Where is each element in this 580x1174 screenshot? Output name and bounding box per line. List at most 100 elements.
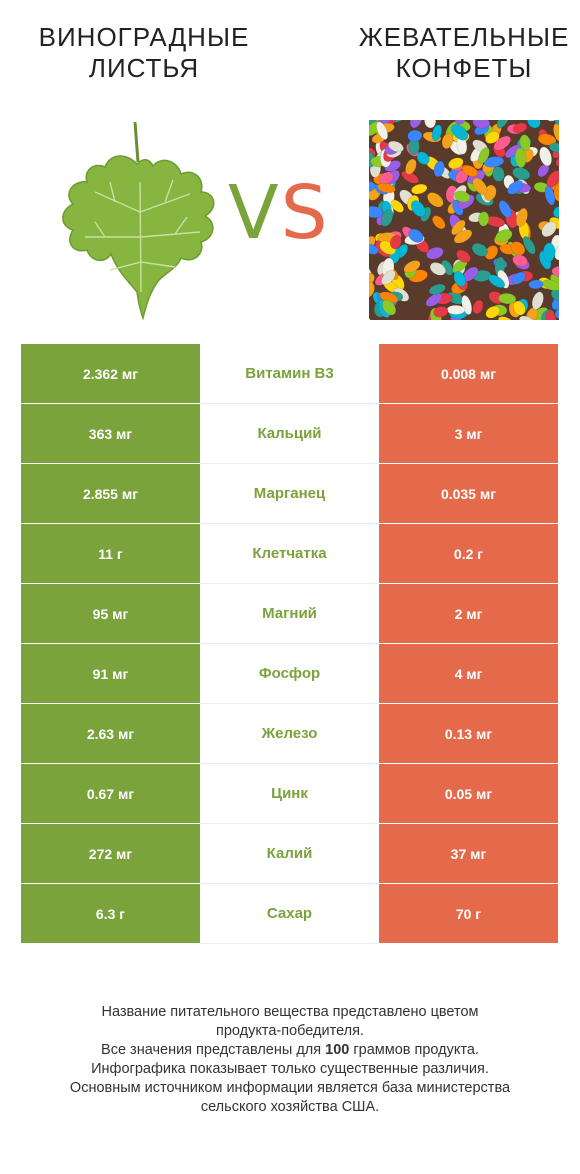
jelly-bean [512,122,528,134]
vs-v: V [228,170,281,256]
jelly-bean [369,243,379,255]
jelly-bean [497,316,515,320]
jelly-bean [456,249,471,263]
footer-line6: сельского хозяйства США. [200,1099,380,1115]
jelly-bean [425,293,443,307]
jelly-bean [542,279,559,291]
jelly-bean [493,135,511,151]
right-value-cell: 2 мг [379,584,558,644]
jelly-bean [495,229,513,243]
table-row: 0.67 мг Цинк 0.05 мг [21,764,558,824]
left-value-cell: 2.362 мг [21,344,200,404]
jelly-bean [512,167,531,181]
jelly-bean [553,182,559,202]
jelly-bean [485,131,500,144]
jelly-bean [478,211,490,227]
jelly-bean [472,120,491,129]
table-row: 2.855 мг Марганец 0.035 мг [21,464,558,524]
jelly-bean [507,180,524,195]
jelly-bean [377,182,396,194]
table-row: 363 мг Кальций 3 мг [21,404,558,464]
left-value-cell: 2.63 мг [21,704,200,764]
footer-line1: Название питательного вещества представл… [101,1004,479,1020]
jelly-bean [498,292,517,305]
jelly-bean [484,245,499,260]
jelly-bean [433,306,449,318]
table-row: 11 г Клетчатка 0.2 г [21,524,558,584]
jelly-bean [511,271,526,285]
jelly-bean [553,122,559,142]
jelly-bean [545,310,557,320]
jelly-bean [380,208,394,227]
jelly-bean [448,157,464,170]
jelly-bean [553,120,559,128]
right-title-line1: Жевательные [358,22,570,52]
right-value-cell: 3 мг [379,404,558,464]
jelly-bean [405,158,417,175]
jelly-bean [411,183,428,195]
jelly-bean [548,142,559,154]
jelly-bean [483,156,505,168]
jelly-bean [369,180,376,193]
nutrient-name-cell: Марганец [200,464,379,524]
left-product-title: Виноградные листья [14,22,274,84]
jelly-bean [461,164,479,178]
jelly-bean [369,281,375,298]
jelly-bean [515,207,528,228]
jelly-bean [433,160,445,178]
footer-line5: Основным источником информации является … [69,1080,511,1096]
nutrient-name-cell: Фосфор [200,644,379,704]
left-value-cell: 91 мг [21,644,200,704]
right-title-line2: конфеты [395,53,533,83]
jelly-bean [541,221,557,238]
jelly-bean [378,171,394,185]
jelly-bean [471,242,488,257]
jelly-bean [381,299,397,316]
right-value-cell: 0.05 мг [379,764,558,824]
nutrient-name-cell: Цинк [200,764,379,824]
right-product-title: Жевательные конфеты [334,22,580,84]
table-row: 91 мг Фосфор 4 мг [21,644,558,704]
jelly-bean [539,146,552,167]
jelly-bean [472,299,484,315]
jelly-bean [408,228,424,243]
jelly-bean [426,246,444,260]
grape-leaf-image [55,121,225,322]
jelly-bean [522,236,536,255]
jelly-bean [550,288,559,301]
jelly-bean [446,304,466,315]
left-value-cell: 2.855 мг [21,464,200,524]
jelly-bean [554,243,559,261]
jelly-bean [407,129,423,142]
right-value-cell: 37 мг [379,824,558,884]
jelly-bean [555,155,559,168]
left-value-cell: 11 г [21,524,200,584]
vs-label: VS [228,168,330,258]
nutrient-name-cell: Железо [200,704,379,764]
jelly-bean [410,200,426,218]
jelly-bean [409,120,423,129]
jelly-bean [416,151,430,165]
jelly-bean [510,241,526,256]
jelly-bean [512,254,528,267]
nutrient-name-cell: Кальций [200,404,379,464]
footer-line3-post: граммов продукта. [349,1042,479,1058]
jelly-bean [453,271,467,287]
jelly-bean [454,120,467,125]
jelly-bean [544,185,556,206]
table-row: 2.362 мг Витамин B3 0.008 мг [21,344,558,404]
table-row: 272 мг Калий 37 мг [21,824,558,884]
left-value-cell: 363 мг [21,404,200,464]
footer-line3-pre: Все значения представлены для [101,1042,326,1058]
jelly-bean [432,215,446,230]
jelly-bean [551,265,559,278]
jelly-bean [451,124,469,141]
footer-line4: Инфографика показывает только существенн… [91,1061,489,1077]
jelly-bean [542,242,556,262]
footer-line2: продукта-победителя. [215,1023,365,1039]
jelly-bean [472,177,488,196]
jelly-bean [389,234,402,250]
jelly-bean [424,120,437,129]
jelly-bean [492,166,505,182]
nutrient-name-cell: Витамин B3 [200,344,379,404]
